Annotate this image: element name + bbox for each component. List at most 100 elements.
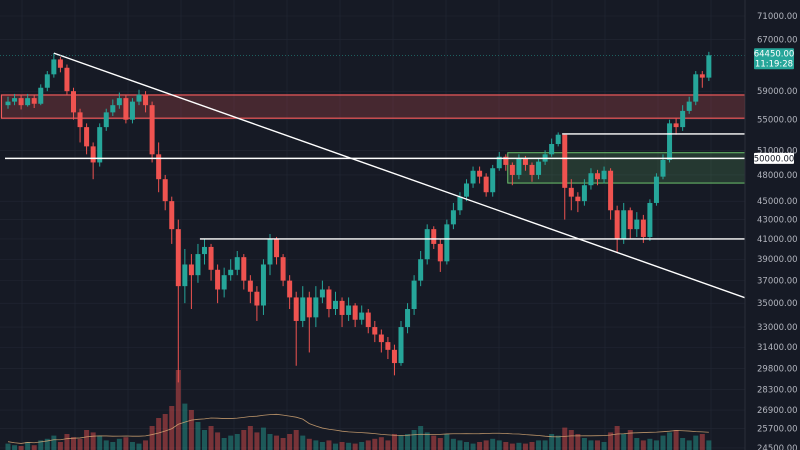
candle[interactable] — [450, 202, 456, 230]
candle[interactable] — [378, 329, 384, 353]
candle[interactable] — [319, 280, 325, 304]
candle[interactable] — [562, 134, 568, 220]
candle[interactable] — [483, 173, 489, 197]
candle[interactable] — [346, 297, 352, 321]
candle[interactable] — [247, 275, 253, 304]
candle[interactable] — [156, 142, 162, 193]
candle[interactable] — [12, 93, 18, 106]
candle[interactable] — [699, 71, 705, 88]
candle[interactable] — [627, 207, 633, 239]
candle[interactable] — [457, 192, 463, 215]
candle[interactable] — [25, 93, 31, 107]
candle[interactable] — [385, 337, 391, 360]
candle[interactable] — [477, 166, 483, 184]
candle[interactable] — [57, 56, 63, 73]
candle[interactable] — [581, 179, 587, 206]
candle[interactable] — [195, 243, 201, 283]
candle[interactable] — [51, 53, 57, 78]
candle[interactable] — [680, 105, 686, 131]
candle[interactable] — [326, 286, 332, 318]
candle[interactable] — [503, 154, 509, 171]
candle[interactable] — [464, 179, 469, 202]
candle[interactable] — [686, 96, 692, 114]
candle[interactable] — [653, 173, 659, 206]
candle[interactable] — [365, 309, 371, 334]
candle[interactable] — [280, 254, 286, 287]
candle[interactable] — [274, 236, 280, 265]
candle[interactable] — [44, 71, 50, 92]
candle[interactable] — [221, 267, 227, 298]
candle[interactable] — [5, 96, 11, 109]
candle[interactable] — [601, 166, 607, 184]
candle[interactable] — [260, 259, 266, 315]
candle[interactable] — [588, 168, 594, 190]
drawings[interactable] — [0, 52, 800, 318]
candle[interactable] — [267, 234, 273, 276]
candle[interactable] — [614, 205, 620, 254]
candle[interactable] — [293, 291, 299, 366]
candle[interactable] — [77, 108, 83, 143]
candle[interactable] — [647, 199, 653, 241]
candle[interactable] — [549, 138, 555, 157]
price-axis[interactable] — [745, 0, 800, 450]
candle[interactable] — [254, 286, 260, 321]
candle[interactable] — [71, 87, 76, 120]
candle[interactable] — [38, 84, 44, 106]
candle[interactable] — [136, 89, 142, 106]
candle[interactable] — [64, 64, 70, 95]
candle[interactable] — [372, 320, 378, 343]
candle[interactable] — [169, 196, 175, 244]
candle[interactable] — [241, 254, 247, 290]
candle[interactable] — [470, 166, 476, 188]
candle[interactable] — [575, 192, 581, 213]
candle[interactable] — [287, 275, 293, 310]
candle[interactable] — [595, 169, 600, 186]
candle[interactable] — [398, 320, 404, 366]
candle[interactable] — [706, 51, 712, 81]
candle[interactable] — [568, 179, 574, 211]
candle[interactable] — [188, 254, 194, 310]
candle[interactable] — [555, 132, 561, 147]
candle[interactable] — [90, 142, 96, 180]
candle[interactable] — [234, 250, 240, 276]
candle[interactable] — [673, 118, 679, 135]
candle[interactable] — [418, 250, 424, 287]
candles[interactable] — [5, 51, 712, 383]
candle[interactable] — [509, 162, 515, 186]
candle[interactable] — [608, 168, 614, 220]
candle[interactable] — [162, 174, 168, 211]
candle[interactable] — [215, 264, 221, 304]
candle[interactable] — [149, 101, 155, 163]
candle[interactable] — [103, 108, 109, 131]
candle[interactable] — [621, 202, 627, 244]
candle[interactable] — [529, 162, 535, 182]
candle[interactable] — [208, 243, 214, 281]
candle[interactable] — [116, 92, 122, 109]
candle[interactable] — [333, 291, 338, 315]
candle[interactable] — [313, 286, 319, 328]
candle[interactable] — [143, 91, 149, 113]
candle[interactable] — [97, 123, 103, 167]
candle[interactable] — [411, 275, 417, 315]
candle[interactable] — [123, 94, 129, 124]
candle[interactable] — [359, 305, 365, 325]
candle[interactable] — [306, 291, 312, 353]
candle[interactable] — [18, 94, 24, 110]
candle[interactable] — [339, 297, 345, 328]
candle[interactable] — [444, 219, 450, 265]
candle[interactable] — [667, 119, 673, 163]
candle[interactable] — [490, 164, 496, 197]
candle[interactable] — [437, 238, 443, 272]
candle[interactable] — [129, 98, 135, 124]
candle[interactable] — [391, 344, 397, 376]
candle[interactable] — [202, 238, 207, 265]
candle[interactable] — [300, 286, 306, 328]
trendline[interactable] — [53, 52, 800, 318]
candle[interactable] — [431, 226, 437, 249]
candle[interactable] — [228, 259, 234, 281]
candle[interactable] — [31, 95, 37, 109]
candle[interactable] — [496, 151, 502, 171]
candle[interactable] — [424, 224, 430, 265]
candle[interactable] — [110, 99, 116, 116]
